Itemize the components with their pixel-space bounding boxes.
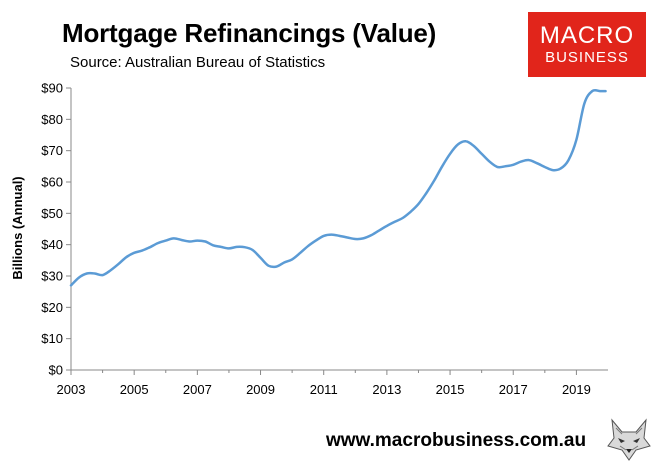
macrobusiness-logo[interactable]: MACRO BUSINESS	[528, 12, 646, 77]
x-tick-label: 2017	[499, 382, 528, 397]
logo-line-2: BUSINESS	[545, 48, 629, 66]
y-tick-label: $40	[41, 237, 63, 252]
fox-icon	[606, 416, 652, 462]
y-tick-label: $80	[41, 112, 63, 127]
chart-axes	[70, 88, 608, 371]
x-tick-label: 2013	[372, 382, 401, 397]
chart-title: Mortgage Refinancings (Value)	[62, 18, 437, 48]
x-tick-label: 2003	[57, 382, 86, 397]
website-link[interactable]: www.macrobusiness.com.au	[326, 430, 587, 451]
chart-series	[69, 88, 607, 287]
y-tick-label: $90	[41, 81, 63, 96]
x-tick-label: 2007	[183, 382, 212, 397]
series-line	[69, 88, 607, 287]
y-tick-label: $10	[41, 331, 63, 346]
y-tick-label: $70	[41, 143, 63, 158]
x-tick-label: 2009	[246, 382, 275, 397]
chart-ticks: $0 $10 $20 $30 $40 $50 $60 $70 $80 $90 2003 2005 200…	[41, 81, 591, 398]
y-tick-label: $60	[41, 175, 63, 190]
y-axis-label: Billions (Annual)	[10, 176, 25, 279]
y-tick-label: $20	[41, 300, 63, 315]
y-tick-label: $30	[41, 269, 63, 284]
x-tick-label: 2011	[310, 382, 338, 397]
y-tick-label: $0	[49, 363, 63, 378]
logo-line-1: MACRO	[539, 21, 635, 49]
x-tick-label: 2005	[120, 382, 149, 397]
chart-subtitle: Source: Australian Bureau of Statistics	[70, 54, 326, 71]
y-tick-label: $50	[41, 206, 63, 221]
x-tick-label: 2019	[562, 382, 591, 397]
x-tick-label: 2015	[436, 382, 465, 397]
